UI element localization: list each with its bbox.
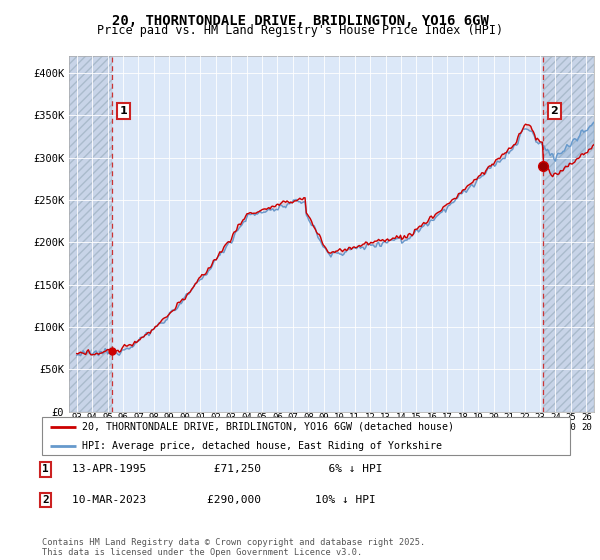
Text: Contains HM Land Registry data © Crown copyright and database right 2025.
This d: Contains HM Land Registry data © Crown c… [42, 538, 425, 557]
Text: 13-APR-1995          £71,250          6% ↓ HPI: 13-APR-1995 £71,250 6% ↓ HPI [72, 464, 383, 474]
Text: HPI: Average price, detached house, East Riding of Yorkshire: HPI: Average price, detached house, East… [82, 441, 442, 451]
Bar [543, 56, 594, 412]
Bar [69, 56, 112, 412]
FancyBboxPatch shape [42, 417, 570, 455]
Text: 10-MAR-2023         £290,000        10% ↓ HPI: 10-MAR-2023 £290,000 10% ↓ HPI [72, 495, 376, 505]
Text: 20, THORNTONDALE DRIVE, BRIDLINGTON, YO16 6GW (detached house): 20, THORNTONDALE DRIVE, BRIDLINGTON, YO1… [82, 422, 454, 432]
Text: 2: 2 [42, 495, 49, 505]
Text: Price paid vs. HM Land Registry's House Price Index (HPI): Price paid vs. HM Land Registry's House … [97, 24, 503, 37]
Text: 1: 1 [42, 464, 49, 474]
Text: 1: 1 [119, 106, 127, 116]
Text: 2: 2 [551, 106, 559, 116]
Text: 20, THORNTONDALE DRIVE, BRIDLINGTON, YO16 6GW: 20, THORNTONDALE DRIVE, BRIDLINGTON, YO1… [112, 14, 488, 28]
